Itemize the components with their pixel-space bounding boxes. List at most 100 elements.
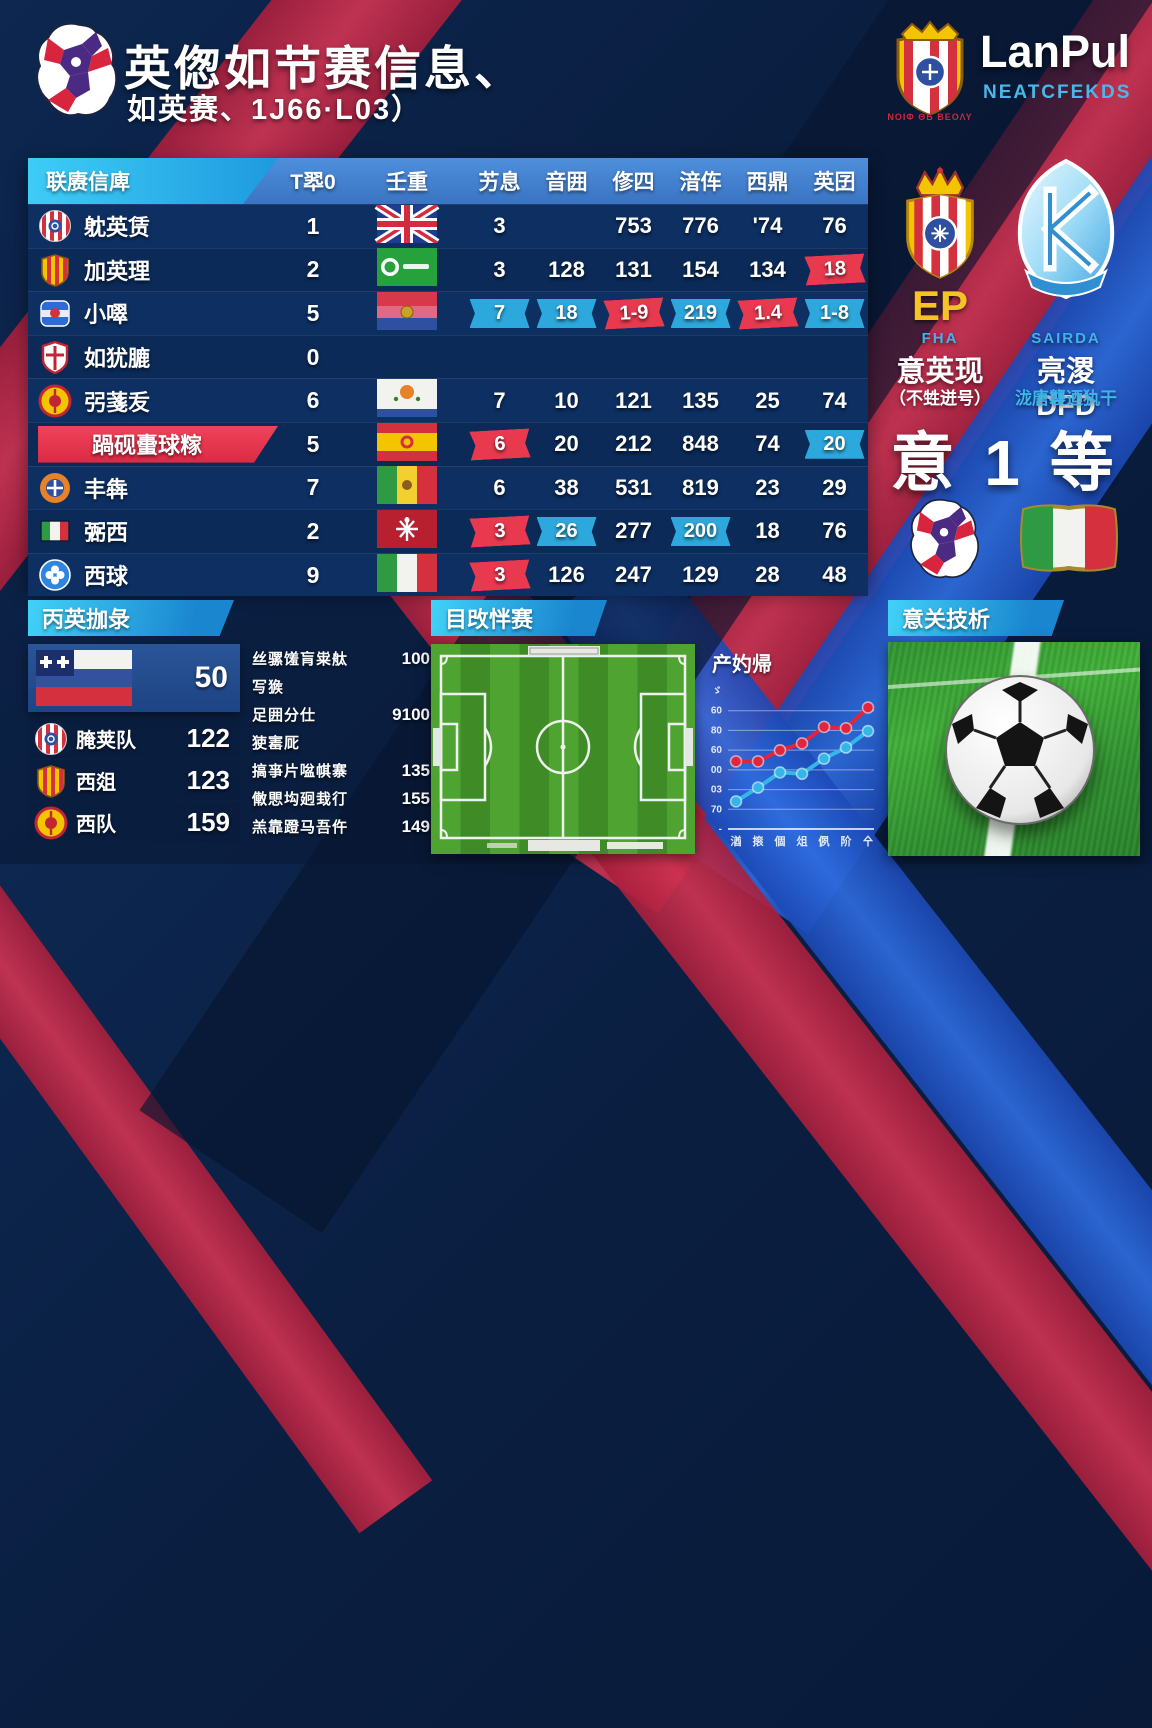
crest-gold-round-icon — [38, 384, 72, 418]
stat-label: 丝骡馐肓粜舦 — [252, 651, 349, 668]
stat-value: 100 — [401, 649, 430, 668]
stat-cell: 247 — [615, 562, 652, 588]
stat-cell: 26 — [533, 516, 600, 546]
league-table-header: 联赓信庳 T翆0 壬重 艻息 音囲 俢四 湆伡 西鼎 英囝 — [28, 158, 868, 204]
stat-cell: 1-9 — [600, 299, 667, 328]
stat-banner-red: 6 — [469, 428, 530, 460]
stat-cell: 126 — [548, 562, 585, 588]
stat-cell: 7 — [493, 387, 506, 413]
ep-crest-icon — [900, 160, 980, 282]
stat-banner-cyan: 219 — [670, 298, 731, 328]
league-table-body: 躭英赁 1 3 753 776'74 76 加英理 2 3 128 131 154 134 18 小噿 5 7 1… — [28, 200, 868, 597]
team-name: 西球 — [84, 564, 129, 590]
column-header: 音囲 — [545, 171, 588, 194]
lion-logo-small — [905, 495, 983, 583]
team-flag-cell — [348, 422, 466, 466]
team-flag-cell — [348, 248, 466, 291]
table-row: 躭英赁 1 3 753 776 '74 76 — [28, 200, 868, 248]
stat-cell: 29 — [822, 474, 847, 500]
stat-cell: 76 — [822, 213, 847, 239]
stat-value: 149 — [401, 817, 430, 836]
stat-cell: 212 — [615, 431, 652, 457]
stat-banner-red: 18 — [804, 254, 865, 286]
flag-rwb-icon — [355, 291, 459, 335]
crest-gold-shield-icon — [38, 253, 72, 287]
stat-cell: 10 — [554, 387, 579, 413]
y-tick-label: 80 — [711, 725, 723, 736]
team-rank: 0 — [306, 343, 320, 370]
stat-banner-red: 3 — [469, 559, 530, 591]
stats-list: 丝骡馐肓粜舦 100 写㺅 足囲分仕 9100 㹬寚厑 搞亊片㖹帺寨 135 僌愳㘬㢠㘽㣔 155… — [252, 648, 430, 837]
soccer-ball-icon — [940, 670, 1100, 830]
stat-value: 155 — [401, 789, 430, 808]
list-item: 西队 159 — [28, 802, 240, 842]
list-item-label: 西爼 — [76, 771, 116, 794]
team-rank: 1 — [306, 212, 320, 239]
team-flag-cell — [348, 379, 466, 422]
lion-logo — [30, 20, 122, 120]
x-tick-label: 阶 — [841, 834, 853, 848]
red-series-point — [861, 701, 875, 714]
stat-value: 9100 — [392, 705, 430, 724]
team-name: 弜菚叐 — [84, 389, 151, 415]
chart-svg: ゞ 60 80 60 00 03 70 -湭㨰個俎㑉阶㐃 — [711, 685, 875, 848]
x-tick-label: 㐃 — [863, 834, 874, 848]
stat-cell: 74 — [822, 387, 847, 413]
stat-row: 足囲分仕 9100 — [252, 704, 430, 725]
team-flag-cell — [348, 291, 466, 335]
stat-cell: 3 — [493, 256, 506, 282]
red-series-point — [817, 720, 831, 734]
stat-cell: 20 — [801, 429, 868, 459]
stat-banner-red: 1.4 — [737, 297, 798, 329]
flag-spain-icon — [355, 422, 459, 466]
stat-cell: 6 — [493, 474, 506, 500]
stat-label: 写㺅 — [252, 679, 285, 696]
ep-tag: FHA — [921, 330, 959, 347]
red-series-point — [729, 755, 743, 768]
team-rank: 2 — [306, 517, 320, 544]
stat-label: 羔靠蹬马吾仵 — [252, 819, 349, 836]
team-rank: 5 — [306, 430, 320, 457]
brand-subtitle: NEATCFEKDS — [983, 82, 1132, 103]
stat-banner-red: 1-9 — [603, 297, 664, 329]
stat-cell: 7 — [466, 298, 533, 328]
stat-cell: 848 — [682, 431, 719, 457]
ep-title: 意英现 — [896, 356, 984, 388]
column-header: 英囝 — [813, 171, 856, 194]
team-name-cell: 加英理 — [28, 249, 278, 292]
crest-striped-round-icon — [34, 722, 67, 755]
x-tick-label: 個 — [774, 834, 786, 848]
cyan-series-point — [839, 741, 853, 754]
ep-note: （不甡迸号） — [889, 389, 991, 408]
team-rank: 2 — [306, 256, 320, 283]
list-item-label: 西队 — [76, 813, 116, 836]
brand-name: LanPul — [980, 26, 1131, 77]
page-subtitle: 如英赛、1J66·L03） — [127, 94, 423, 126]
crest-gold-shield-icon — [34, 764, 66, 798]
team-name-cell: 弻西 — [28, 510, 278, 553]
crest-clover-icon — [38, 558, 72, 592]
crest-striped-round-icon — [38, 209, 72, 243]
y-tick-label: 03 — [711, 785, 723, 796]
crest-orange-round-icon — [38, 471, 72, 505]
section-title-right: 意关技析 — [888, 600, 1064, 636]
stat-cell: 200 — [667, 516, 734, 546]
k-note: 泷唐襲迺犱干 — [1015, 389, 1117, 408]
stat-cell: 121 — [615, 387, 652, 413]
team-name: 小噿 — [84, 302, 129, 328]
stat-cell: 129 — [682, 562, 719, 588]
cyan-series-point — [751, 781, 765, 794]
team-name: 弻西 — [84, 520, 129, 546]
column-header: T翆0 — [290, 171, 336, 194]
crest-red-shield-icon — [38, 340, 72, 375]
stat-row: 丝骡馐肓粜舦 100 — [252, 648, 430, 669]
team-rank: 5 — [306, 299, 320, 326]
flag-mali-icon — [355, 466, 459, 509]
table-row: 小噿 5 7 18 1-9 219 1.4 1-8 — [28, 291, 868, 335]
stat-cell: 1-8 — [801, 298, 868, 328]
x-tick-label: 㑉 — [818, 834, 830, 848]
y-tick-label: 00 — [711, 765, 723, 776]
stat-cell: 28 — [755, 562, 780, 588]
stat-cell: 277 — [615, 518, 652, 544]
